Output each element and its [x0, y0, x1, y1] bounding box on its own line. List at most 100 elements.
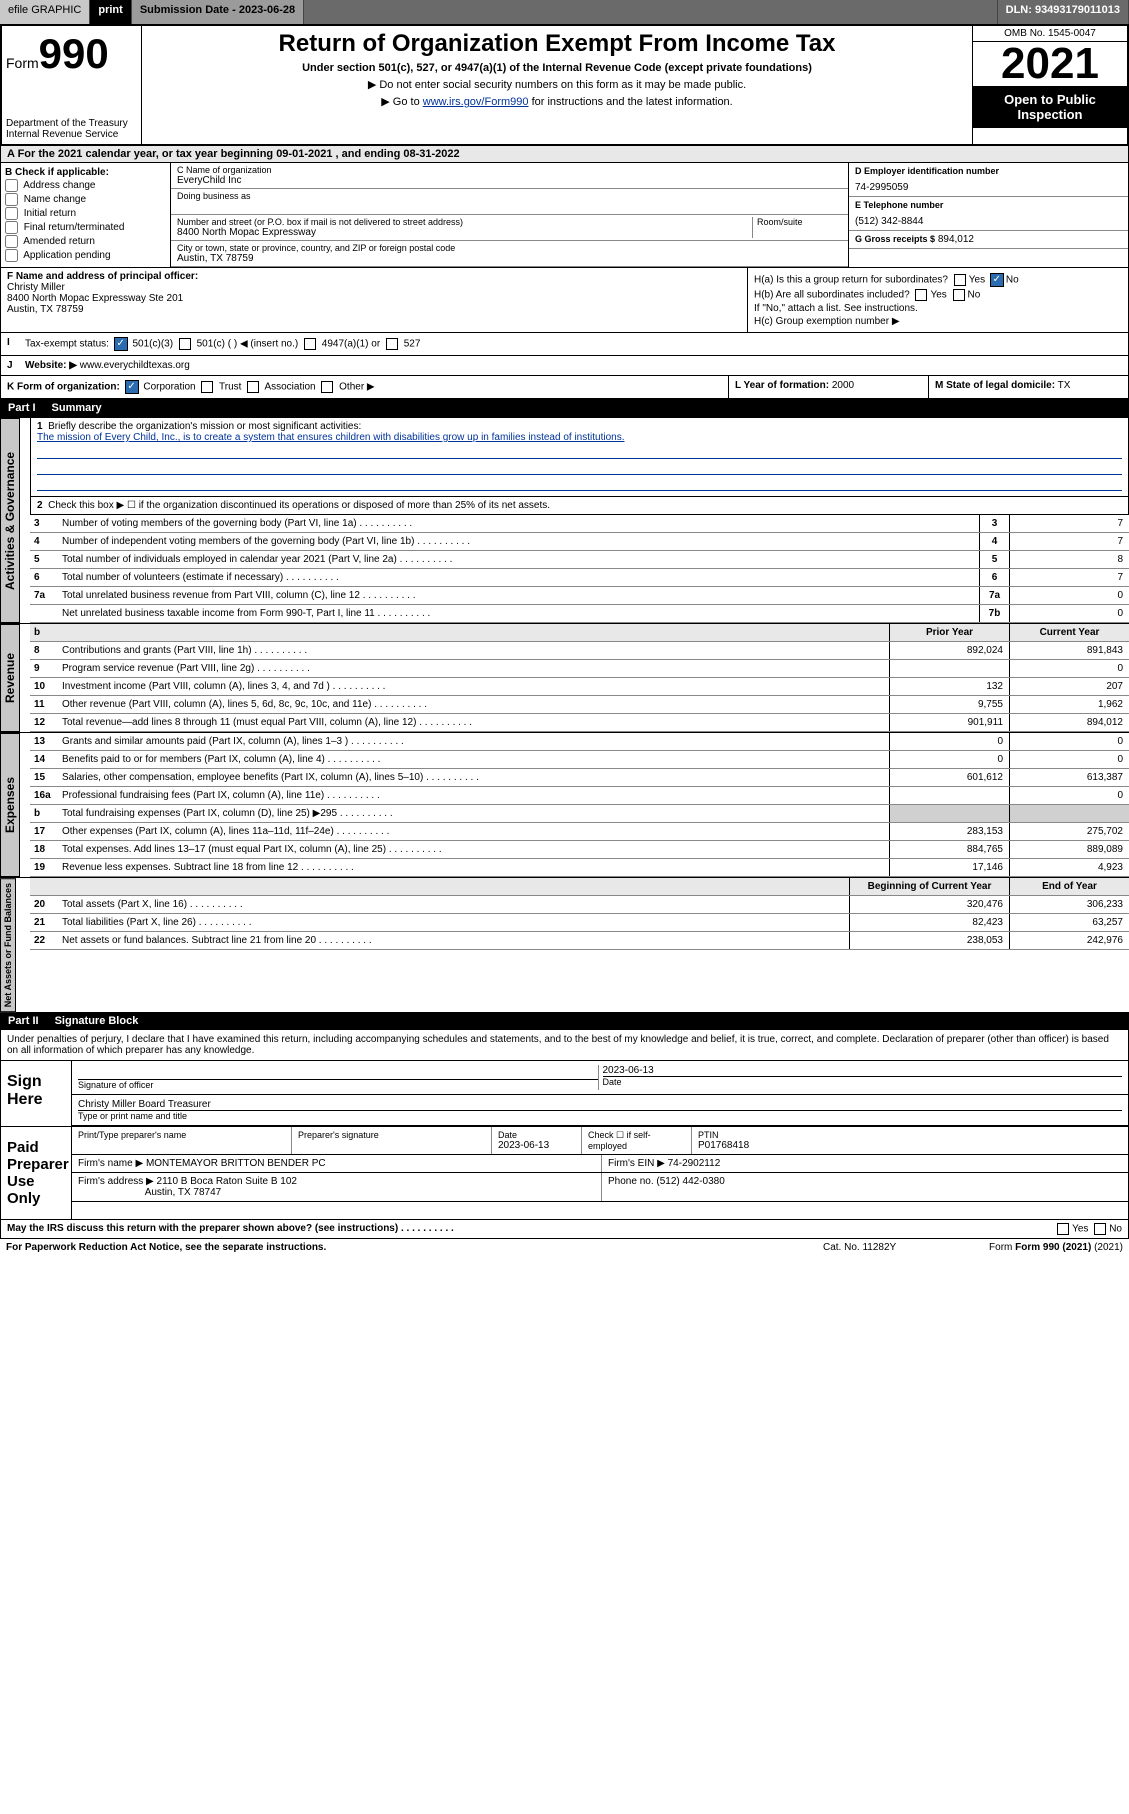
- firm-ein-label: Firm's EIN ▶: [608, 1158, 665, 1169]
- print-button[interactable]: print: [90, 0, 131, 24]
- row-i: I Tax-exempt status: ✓ 501(c)(3) 501(c) …: [0, 333, 1129, 356]
- q2-label: Check this box ▶ ☐ if the organization d…: [48, 500, 550, 511]
- net-line-21: 21Total liabilities (Part X, line 26)82,…: [30, 914, 1129, 932]
- cat-number: Cat. No. 11282Y: [823, 1242, 983, 1253]
- other-checkbox[interactable]: [321, 381, 333, 393]
- website-label: Website: ▶: [25, 360, 77, 371]
- firm-addr2: Austin, TX 78747: [145, 1187, 222, 1198]
- corp-checkbox[interactable]: ✓: [125, 380, 139, 394]
- summary-line-6: 6Total number of volunteers (estimate if…: [30, 569, 1129, 587]
- part2-label: Part II: [8, 1015, 39, 1027]
- part1-label: Part I: [8, 402, 36, 414]
- prep-sig-label: Preparer's signature: [298, 1130, 485, 1140]
- expense-line-17: 17Other expenses (Part IX, column (A), l…: [30, 823, 1129, 841]
- 4947-checkbox[interactable]: [304, 338, 316, 350]
- org-name-label: C Name of organization: [177, 165, 842, 175]
- opt-other: Other ▶: [339, 382, 374, 393]
- m-label: M State of legal domicile:: [935, 380, 1055, 391]
- 527-checkbox[interactable]: [386, 338, 398, 350]
- rev-header-row: b Prior Year Current Year: [30, 624, 1129, 642]
- activities-body: 1 Briefly describe the organization's mi…: [30, 418, 1129, 623]
- checkbox-name-change[interactable]: Name change: [5, 193, 166, 206]
- discuss-yes-checkbox[interactable]: [1057, 1223, 1069, 1235]
- sig-date: 2023-06-13: [603, 1065, 1123, 1076]
- irs-label: Internal Revenue Service: [6, 129, 137, 140]
- assoc-checkbox[interactable]: [247, 381, 259, 393]
- checkbox-amended-return[interactable]: Amended return: [5, 235, 166, 248]
- opt-4947: 4947(a)(1) or: [322, 339, 380, 350]
- submission-date: Submission Date - 2023-06-28: [132, 0, 304, 24]
- goto-note: ▶ Go to www.irs.gov/Form990 for instruct…: [146, 95, 968, 108]
- 501c-checkbox[interactable]: [179, 338, 191, 350]
- website-value: www.everychildtexas.org: [80, 360, 190, 371]
- revenue-line-9: 9Program service revenue (Part VIII, lin…: [30, 660, 1129, 678]
- opt-527: 527: [404, 339, 421, 350]
- hb-yes-checkbox[interactable]: [915, 289, 927, 301]
- officer-addr2: Austin, TX 78759: [7, 304, 741, 315]
- l-value: 2000: [832, 380, 854, 391]
- date-label: Date: [603, 1076, 1123, 1087]
- ein-value: 74-2995059: [855, 182, 1122, 193]
- part1-title: Summary: [52, 402, 102, 414]
- phone-value: (512) 442-0380: [656, 1176, 724, 1187]
- sig-officer-label: Signature of officer: [78, 1079, 598, 1090]
- discuss-label: May the IRS discuss this return with the…: [7, 1223, 398, 1234]
- checkbox-application-pending[interactable]: Application pending: [5, 249, 166, 262]
- street-address: 8400 North Mopac Expressway: [177, 227, 752, 238]
- expense-line-16a: 16aProfessional fundraising fees (Part I…: [30, 787, 1129, 805]
- part1-header: Part I Summary: [0, 399, 1129, 417]
- expense-line-13: 13Grants and similar amounts paid (Part …: [30, 733, 1129, 751]
- m-value: TX: [1058, 380, 1071, 391]
- ha-yes-checkbox[interactable]: [954, 274, 966, 286]
- revenue-table: Revenue b Prior Year Current Year 8Contr…: [0, 623, 1129, 732]
- hb-note: If "No," attach a list. See instructions…: [754, 303, 1122, 314]
- firm-addr1: 2110 B Boca Raton Suite B 102: [157, 1176, 297, 1187]
- dept-treasury: Department of the Treasury: [6, 118, 137, 129]
- col-b-label: B Check if applicable:: [5, 167, 166, 178]
- expense-line-19: 19Revenue less expenses. Subtract line 1…: [30, 859, 1129, 877]
- summary-line-4: 4Number of independent voting members of…: [30, 533, 1129, 551]
- end-year-hdr: End of Year: [1009, 878, 1129, 895]
- open-public-badge: Open to Public Inspection: [973, 86, 1127, 128]
- discuss-no-checkbox[interactable]: [1094, 1223, 1106, 1235]
- firm-addr-label: Firm's address ▶: [78, 1176, 154, 1187]
- org-name: EveryChild Inc: [177, 175, 842, 186]
- part2-header: Part II Signature Block: [0, 1012, 1129, 1030]
- trust-checkbox[interactable]: [201, 381, 213, 393]
- form-prefix: Form: [6, 55, 39, 71]
- mission-text[interactable]: The mission of Every Child, Inc., is to …: [37, 432, 624, 443]
- main-grid: B Check if applicable: Address change Na…: [0, 163, 1129, 268]
- opt-trust: Trust: [219, 382, 241, 393]
- firm-name-label: Firm's name ▶: [78, 1158, 143, 1169]
- checkbox-address-change[interactable]: Address change: [5, 179, 166, 192]
- signature-block: Under penalties of perjury, I declare th…: [0, 1030, 1129, 1239]
- row-j: J Website: ▶ www.everychildtexas.org: [0, 356, 1129, 376]
- header-left: Form990 Department of the Treasury Inter…: [2, 26, 142, 144]
- hc-label: H(c) Group exemption number ▶: [754, 316, 1122, 327]
- irs-link[interactable]: www.irs.gov/Form990: [423, 96, 529, 108]
- revenue-line-12: 12Total revenue—add lines 8 through 11 (…: [30, 714, 1129, 732]
- row-k: K Form of organization: ✓ Corporation Tr…: [0, 376, 1129, 399]
- 501c3-checkbox[interactable]: ✓: [114, 337, 128, 351]
- hb-no-checkbox[interactable]: [953, 289, 965, 301]
- l-label: L Year of formation:: [735, 380, 829, 391]
- summary-line-7a: 7aTotal unrelated business revenue from …: [30, 587, 1129, 605]
- ha-no-label: No: [1006, 275, 1019, 286]
- checkbox-final-return-terminated[interactable]: Final return/terminated: [5, 221, 166, 234]
- topbar: efile GRAPHIC print Submission Date - 20…: [0, 0, 1129, 24]
- ha-no-checkbox[interactable]: ✓: [990, 273, 1004, 287]
- form-subtitle: Under section 501(c), 527, or 4947(a)(1)…: [146, 62, 968, 74]
- summary-line-7b: Net unrelated business taxable income fr…: [30, 605, 1129, 623]
- col-h: H(a) Is this a group return for subordin…: [748, 268, 1128, 332]
- curr-year-hdr: Current Year: [1009, 624, 1129, 641]
- tab-activities: Activities & Governance: [0, 418, 20, 623]
- form-title: Return of Organization Exempt From Incom…: [146, 30, 968, 58]
- checkbox-initial-return[interactable]: Initial return: [5, 207, 166, 220]
- col-d: D Employer identification number 74-2995…: [848, 163, 1128, 267]
- tel-value: (512) 342-8844: [855, 216, 1122, 227]
- header-mid: Return of Organization Exempt From Incom…: [142, 26, 972, 144]
- tab-netassets: Net Assets or Fund Balances: [0, 878, 16, 1012]
- declaration-text: Under penalties of perjury, I declare th…: [1, 1030, 1128, 1060]
- discuss-no: No: [1109, 1224, 1122, 1235]
- type-name-label: Type or print name and title: [78, 1110, 1122, 1121]
